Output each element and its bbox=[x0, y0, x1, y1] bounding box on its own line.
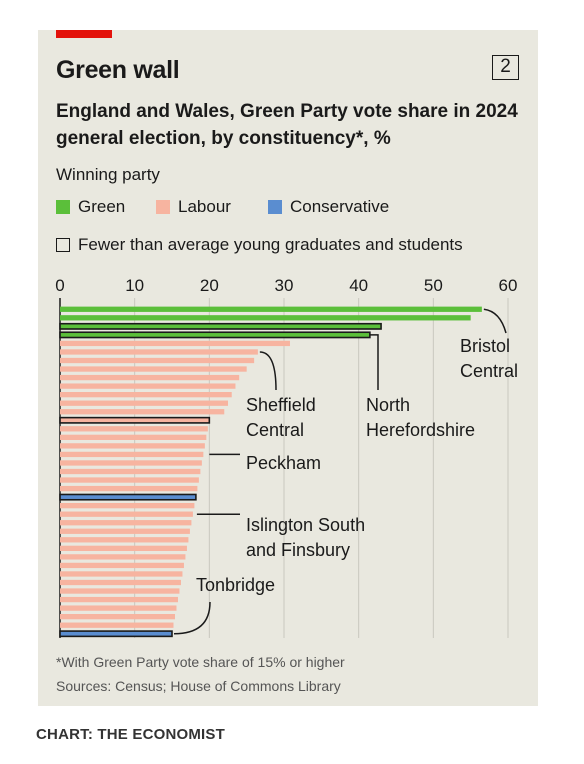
legend-label-outline: Fewer than average young graduates and s… bbox=[78, 235, 463, 254]
annotation-leader-line bbox=[173, 601, 211, 635]
bar bbox=[60, 409, 225, 415]
bar bbox=[60, 451, 204, 458]
bar bbox=[60, 374, 240, 381]
legend-item-labour: Labour bbox=[156, 197, 231, 217]
bar bbox=[60, 554, 186, 560]
bar bbox=[60, 468, 201, 475]
x-tick-label: 30 bbox=[275, 276, 294, 295]
annotation-label: Central bbox=[246, 420, 304, 440]
bar bbox=[60, 537, 189, 543]
x-tick-label: 40 bbox=[349, 276, 368, 295]
annotation-label: Tonbridge bbox=[196, 575, 275, 595]
annotation-label: Central bbox=[460, 361, 518, 381]
bar bbox=[60, 392, 232, 398]
bar bbox=[60, 622, 174, 628]
footnote: *With Green Party vote share of 15% or h… bbox=[56, 654, 345, 670]
bar bbox=[60, 503, 195, 509]
annotation-label: Islington South bbox=[246, 515, 365, 535]
bar bbox=[59, 493, 197, 501]
bar bbox=[60, 588, 180, 594]
bar bbox=[59, 322, 382, 330]
bar bbox=[60, 460, 202, 466]
x-tick-label: 20 bbox=[200, 276, 219, 295]
chart-number-badge: 2 bbox=[492, 55, 519, 80]
annotation-leader-line bbox=[483, 308, 507, 334]
x-tick-label: 50 bbox=[424, 276, 443, 295]
bar bbox=[60, 528, 190, 534]
source-note: Sources: Census; House of Commons Librar… bbox=[56, 678, 341, 694]
bar bbox=[60, 545, 187, 551]
bar bbox=[60, 520, 192, 526]
bar bbox=[60, 400, 228, 406]
bar bbox=[60, 562, 184, 569]
bar bbox=[60, 477, 199, 483]
annotation-label: Peckham bbox=[246, 453, 321, 473]
annotation-leader-line bbox=[369, 334, 379, 390]
annotation-label: Herefordshire bbox=[366, 420, 475, 440]
legend-swatch-outline bbox=[56, 238, 70, 252]
bar bbox=[60, 485, 198, 492]
bar bbox=[60, 511, 193, 517]
legend-title: Winning party bbox=[56, 165, 160, 184]
bar bbox=[60, 614, 175, 620]
legend-label-green: Green bbox=[78, 197, 126, 216]
legend-item-outline: Fewer than average young graduates and s… bbox=[56, 235, 463, 255]
annotation-label: Sheffield bbox=[246, 395, 316, 415]
bar bbox=[60, 357, 255, 364]
chart-credit: CHART: THE ECONOMIST bbox=[36, 726, 225, 743]
bar bbox=[60, 349, 258, 355]
legend-label-conservative: Conservative bbox=[290, 197, 390, 216]
x-tick-label: 60 bbox=[499, 276, 518, 295]
annotation-label: and Finsbury bbox=[246, 540, 350, 560]
bar bbox=[60, 383, 236, 389]
x-tick-label: 0 bbox=[55, 276, 64, 295]
legend-swatch-labour bbox=[156, 200, 170, 214]
bar bbox=[60, 306, 482, 312]
legend-swatch-conservative bbox=[268, 200, 282, 214]
bar bbox=[59, 416, 211, 424]
annotation-leader-line bbox=[259, 351, 277, 391]
bar bbox=[60, 426, 208, 432]
legend-swatch-green bbox=[56, 200, 70, 214]
brand-tag bbox=[56, 30, 112, 38]
bar bbox=[60, 340, 290, 347]
legend-item-conservative: Conservative bbox=[268, 197, 389, 217]
bar bbox=[60, 434, 207, 440]
bar bbox=[60, 366, 247, 372]
annotation-label: North bbox=[366, 395, 410, 415]
bar bbox=[60, 443, 205, 449]
bar bbox=[60, 315, 471, 321]
bar bbox=[60, 571, 183, 577]
bar bbox=[60, 596, 178, 603]
chart-title: Green wall bbox=[56, 56, 180, 84]
bar bbox=[59, 331, 371, 339]
legend-label-labour: Labour bbox=[178, 197, 231, 216]
bar bbox=[60, 605, 177, 611]
legend-item-green: Green bbox=[56, 197, 125, 217]
annotation-label: Bristol bbox=[460, 336, 510, 356]
chart-subtitle: England and Wales, Green Party vote shar… bbox=[56, 101, 518, 149]
bar bbox=[60, 579, 181, 586]
bar bbox=[59, 630, 173, 638]
x-tick-label: 10 bbox=[125, 276, 144, 295]
